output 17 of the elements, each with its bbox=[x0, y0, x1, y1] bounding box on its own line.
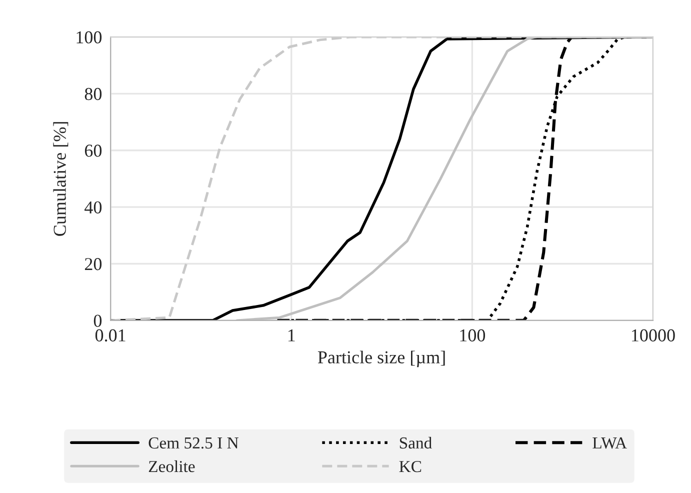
y-tick-label: 100 bbox=[76, 31, 102, 44]
y-axis-title: Cumulative [%] bbox=[53, 122, 68, 236]
y-tick-label: 0 bbox=[94, 314, 102, 327]
y-tick-label: 60 bbox=[84, 144, 102, 157]
x-axis-title: Particle size [µm] bbox=[318, 350, 445, 368]
x-tick-label: 1 bbox=[288, 329, 295, 342]
y-tick-label: 40 bbox=[84, 201, 102, 214]
y-tick-label: 20 bbox=[84, 258, 102, 270]
legend-label: KC bbox=[399, 460, 422, 472]
legend-label: Sand bbox=[400, 436, 432, 449]
x-tick-label: 10000 bbox=[632, 329, 675, 342]
legend-label: Cem 52.5 I N bbox=[148, 437, 238, 449]
legend-label: LWA bbox=[592, 437, 627, 449]
y-tick-label: 80 bbox=[84, 88, 102, 100]
x-tick-label: 100 bbox=[460, 329, 486, 342]
legend-label: Zeolite bbox=[148, 460, 195, 472]
x-tick-label: 0.01 bbox=[95, 329, 126, 342]
